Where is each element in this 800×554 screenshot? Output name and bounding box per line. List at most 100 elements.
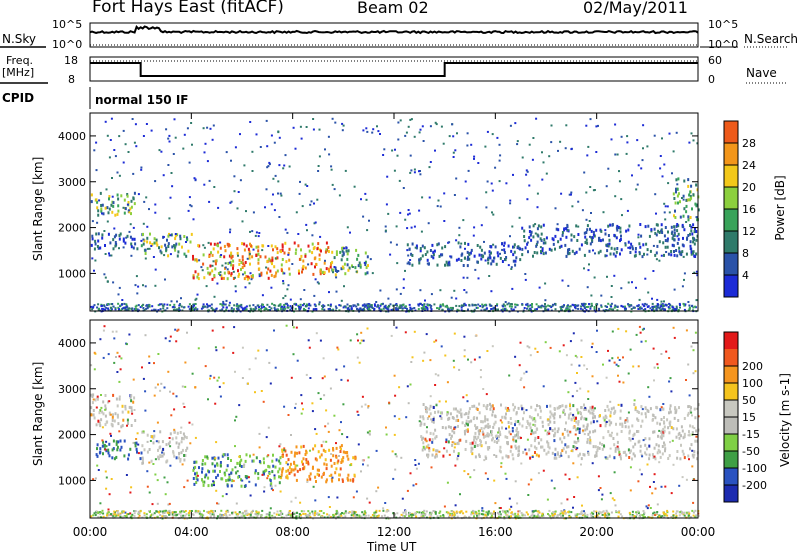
- power-cell: [132, 197, 135, 201]
- power-cell: [652, 270, 655, 272]
- power-cell: [253, 308, 256, 311]
- velocity-cell: [583, 510, 585, 513]
- power-cell: [255, 254, 258, 257]
- velocity-cell: [633, 454, 636, 458]
- velocity-cell: [126, 513, 129, 516]
- velocity-cell: [456, 441, 459, 445]
- velocity-cell: [636, 409, 639, 413]
- velocity-cell: [309, 377, 312, 379]
- power-cell: [455, 239, 458, 242]
- power-cell: [620, 287, 623, 290]
- velocity-cell: [491, 413, 494, 417]
- velocity-cell: [332, 448, 335, 452]
- power-cell: [113, 227, 116, 230]
- power-cell: [244, 286, 247, 289]
- power-cell: [357, 264, 360, 268]
- power-cell: [620, 248, 623, 252]
- power-cell: [316, 281, 319, 284]
- power-cell: [233, 175, 236, 178]
- power-cell: [521, 253, 524, 257]
- velocity-cell: [651, 453, 654, 457]
- power-cell: [373, 307, 376, 310]
- velocity-cell: [539, 409, 542, 413]
- velocity-cell: [591, 375, 594, 378]
- power-cell: [142, 135, 145, 137]
- velocity-cell: [506, 408, 509, 412]
- power-cell: [526, 241, 529, 244]
- velocity-cell: [481, 420, 484, 424]
- power-cell: [192, 309, 194, 312]
- power-cell: [592, 249, 594, 252]
- power-cell: [514, 303, 517, 306]
- velocity-cell: [691, 431, 694, 435]
- velocity-cell: [584, 406, 587, 409]
- power-cell: [219, 303, 222, 306]
- power-cell: [108, 252, 110, 255]
- velocity-cell: [448, 515, 451, 518]
- power-cell: [183, 252, 186, 256]
- power-cell: [266, 303, 269, 306]
- velocity-cell: [295, 478, 298, 482]
- velocity-cell: [435, 339, 438, 342]
- power-cell: [131, 237, 134, 241]
- power-cell: [516, 143, 519, 146]
- power-cell: [436, 205, 439, 208]
- power-cell: [301, 304, 304, 307]
- power-cell: [206, 160, 209, 163]
- power-cell: [593, 276, 596, 279]
- velocity-cell: [194, 386, 197, 389]
- power-cell: [230, 159, 232, 162]
- velocity-cell: [457, 424, 459, 428]
- power-cell: [675, 187, 677, 191]
- velocity-cell: [292, 326, 295, 329]
- power-cell: [160, 245, 163, 249]
- power-cell: [254, 234, 257, 237]
- power-cell: [532, 235, 535, 239]
- velocity-cell: [225, 514, 228, 517]
- velocity-cell: [580, 406, 583, 410]
- velocity-cell: [610, 434, 613, 438]
- velocity-cell: [618, 359, 621, 361]
- power-cell: [118, 135, 121, 138]
- power-cell: [302, 264, 305, 268]
- velocity-cell: [325, 463, 328, 467]
- velocity-cell: [342, 512, 345, 515]
- velocity-cell: [572, 445, 575, 449]
- velocity-cell: [691, 465, 694, 468]
- power-cell: [613, 274, 616, 277]
- power-cell: [149, 241, 152, 245]
- power-cell: [695, 299, 698, 302]
- velocity-cell: [558, 350, 561, 353]
- velocity-cell: [290, 450, 293, 454]
- power-cell: [424, 305, 427, 308]
- power-cell: [642, 147, 644, 150]
- power-cell: [157, 304, 160, 307]
- power-cell: [434, 149, 436, 152]
- velocity-cell: [634, 406, 637, 410]
- power-cell: [206, 303, 208, 306]
- velocity-cell: [317, 450, 320, 454]
- power-cell: [526, 307, 528, 310]
- velocity-cell: [491, 404, 494, 408]
- power-cell: [221, 308, 224, 311]
- velocity-cell: [347, 512, 350, 514]
- velocity-cell: [560, 452, 562, 456]
- velocity-cell: [561, 449, 564, 453]
- velocity-cell: [582, 429, 584, 432]
- power-cell: [616, 153, 619, 156]
- velocity-cell: [615, 363, 618, 366]
- velocity-cell: [208, 470, 211, 474]
- velocity-cell: [134, 441, 137, 445]
- velocity-cell: [516, 502, 519, 505]
- power-cell: [449, 255, 452, 258]
- power-cell: [122, 237, 125, 241]
- power-cell: [671, 306, 674, 309]
- power-cell: [396, 262, 399, 265]
- power-cell: [249, 272, 252, 275]
- power-cell: [528, 230, 531, 233]
- velocity-cell: [292, 353, 295, 356]
- power-cell: [126, 234, 129, 238]
- power-cell: [108, 254, 111, 257]
- velocity-cell: [154, 386, 157, 389]
- power-cell: [686, 237, 688, 241]
